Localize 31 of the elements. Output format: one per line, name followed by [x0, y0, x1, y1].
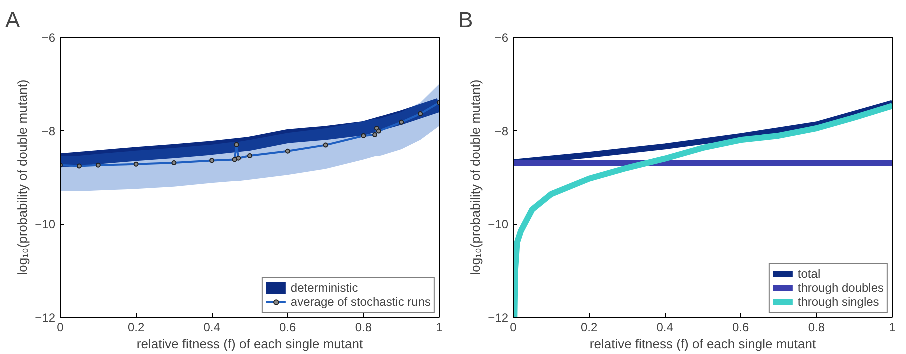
legend-label: deterministic — [290, 281, 358, 295]
y-axis-title: log₁₀(probability of double mutant) — [15, 80, 30, 276]
x-tick-label: 0.8 — [808, 320, 826, 334]
x-tick-label: 0 — [510, 320, 518, 334]
x-tick-label: 0.2 — [128, 320, 145, 334]
legend-label: through singles — [798, 295, 880, 309]
y-tick-label: −10 — [488, 218, 509, 232]
legend-label: total — [798, 267, 821, 281]
y-tick-label: −8 — [494, 124, 509, 138]
y-tick-label: −10 — [35, 218, 56, 232]
legend-label: average of stochastic runs — [290, 295, 431, 309]
x-axis-title: relative fitness (f) of each single mutant — [590, 336, 816, 352]
y-tick-label: −12 — [488, 311, 509, 325]
x-tick-label: 0.4 — [656, 320, 674, 334]
x-tick-label: 1 — [436, 320, 444, 334]
x-tick-label: 0.4 — [204, 320, 221, 334]
y-axis-title: log₁₀(probability of double mutant) — [468, 80, 484, 276]
y-tick-label: −12 — [35, 311, 56, 325]
chart-title: B — [458, 8, 474, 32]
x-tick-label: 0 — [57, 320, 64, 334]
y-tick-label: −6 — [42, 31, 56, 45]
x-tick-label: 1 — [889, 320, 896, 334]
chart-title: A — [6, 8, 20, 32]
legend-label: through doubles — [798, 281, 884, 295]
x-tick-label: 0.8 — [355, 320, 372, 334]
y-tick-label: −8 — [42, 124, 56, 138]
x-tick-label: 0.2 — [580, 320, 598, 334]
x-axis-title: relative fitness (f) of each single mutant — [136, 336, 364, 352]
y-tick-label: −6 — [494, 31, 509, 45]
x-tick-label: 0.6 — [732, 320, 750, 334]
x-tick-label: 0.6 — [280, 320, 297, 334]
